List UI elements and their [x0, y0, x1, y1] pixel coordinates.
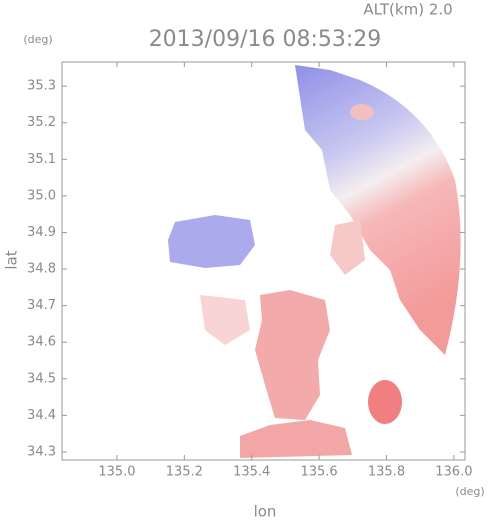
x-axis-label: lon: [254, 503, 277, 521]
y-unit: (deg): [23, 33, 52, 46]
y-tick-label: 34.9: [27, 225, 56, 240]
y-tick-label: 35.2: [27, 115, 56, 130]
y-tick-label: 34.7: [27, 298, 56, 313]
velocity-echo: [295, 65, 461, 355]
velocity-echo: [240, 420, 352, 458]
velocity-echo: [368, 380, 402, 424]
x-tick-label: 135.0: [98, 465, 135, 480]
x-tick-label: 135.2: [166, 465, 203, 480]
velocity-echo: [200, 295, 250, 345]
velocity-echo: [350, 104, 374, 120]
x-tick-label: 135.8: [368, 465, 405, 480]
velocity-echo: [330, 220, 365, 275]
y-tick-label: 35.3: [27, 79, 56, 94]
y-tick-label: 35.1: [27, 152, 56, 167]
y-tick-label: 35.0: [27, 188, 56, 203]
y-tick-label: 34.8: [27, 262, 56, 277]
echo-field: [168, 65, 461, 458]
y-tick-label: 34.3: [27, 444, 56, 459]
y-tick-label: 34.4: [27, 408, 56, 423]
x-unit: (deg): [455, 485, 484, 498]
y-tick-label: 34.6: [27, 335, 56, 350]
velocity-echo: [168, 215, 255, 268]
velocity-echo: [255, 290, 330, 420]
x-tick-label: 135.4: [233, 465, 270, 480]
x-tick-label: 135.6: [300, 465, 337, 480]
chart-title: 2013/09/16 08:53:29: [149, 27, 382, 52]
x-tick-label: 136.0: [435, 465, 472, 480]
altitude-label: ALT(km) 2.0: [363, 1, 452, 19]
plot-frame: [61, 61, 466, 461]
y-tick-label: 34.5: [27, 371, 56, 386]
y-axis-label: lat: [3, 250, 21, 269]
